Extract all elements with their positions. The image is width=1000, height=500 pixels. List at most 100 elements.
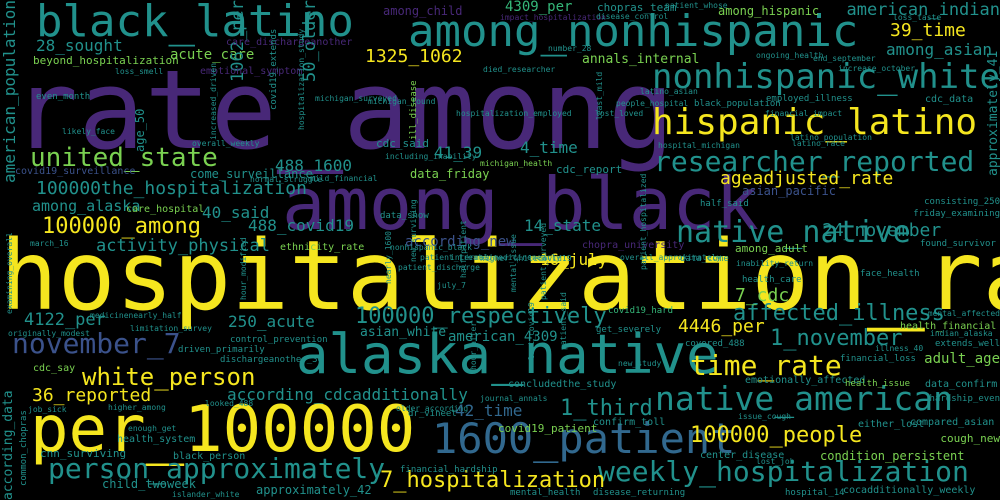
cloud-word: higher_whilecovid19 (480, 254, 572, 263)
cloud-word: ill_disease (409, 80, 419, 140)
cloud-word: dischargeanother_36 (220, 355, 323, 365)
cloud-word: approximately_41 (986, 50, 1000, 176)
cloud-word: higher_among (108, 403, 166, 412)
cloud-word: hospitalization_employed (456, 109, 572, 118)
cloud-word: care_hospital (126, 204, 205, 215)
cloud-word: financial_hardship (400, 465, 498, 475)
cloud-word: concludedthe_study (508, 379, 617, 390)
cloud-word: among_black (282, 162, 759, 246)
cloud-word: people_hospital (616, 99, 689, 108)
cloud-word: native_american (655, 379, 954, 418)
cloud-word: indian_alaska (930, 329, 993, 338)
cloud-word: data_confirm (925, 379, 998, 390)
cloud-word: among_asian (886, 40, 992, 59)
cloud-word: hardship_even (929, 394, 1000, 404)
cloud-word: looked_488 (205, 399, 254, 408)
cloud-word: 16_july (540, 250, 608, 269)
cloud-word: lost_loved (595, 109, 644, 118)
cloud-word: 1600_patient (432, 414, 736, 463)
cloud-word: 1_november (770, 326, 903, 351)
cloud-word: asian_white (360, 325, 447, 340)
cloud-word: mental_affected (927, 309, 1000, 318)
cloud-word: among_hispanic (718, 4, 820, 18)
cloud-word: latino_population (790, 133, 872, 142)
cloud-word: common_chopras (19, 410, 29, 486)
cloud-word: hispanic_latino (652, 102, 978, 143)
cloud-word: financial_impact (765, 109, 843, 118)
cloud-word: loss_smell (115, 67, 164, 76)
cloud-word: american_indian (846, 0, 1000, 20)
cloud-word: mild_financial (310, 174, 378, 183)
cloud-word: patient_hospitalized (639, 173, 648, 270)
cloud-word: dr_vineet (408, 409, 457, 419)
cloud-word: 4446_per (678, 316, 765, 337)
cloud-word: annals_internal (582, 52, 700, 67)
cloud-word: impact_hospitalization (500, 13, 606, 22)
cloud-word: covid19_extends (269, 28, 279, 110)
cloud-word: cough_new (940, 432, 1000, 445)
cloud-word: ongoing_health (756, 51, 824, 60)
cloud-word: data_friday (410, 167, 490, 181)
cloud-word: financial_loss (840, 354, 916, 364)
cloud-word: new_surviving (409, 199, 418, 262)
cloud-word: 24_november (822, 220, 942, 241)
cloud-word: normal_struggle (250, 175, 323, 184)
cloud-word: according_data (1, 390, 16, 500)
cloud-word: inability_return (736, 259, 814, 268)
cloud-word: child_twoweek (102, 477, 196, 491)
cloud-word: american_4309 (448, 329, 558, 345)
cloud-word: march_16 (30, 239, 69, 248)
cloud-word: american_population (0, 0, 19, 184)
cloud-word: driven_primarily (178, 345, 265, 355)
cloud-word: cnn_surviving (40, 447, 127, 460)
cloud-word: originally_modest (8, 329, 90, 338)
cloud-word: november_7 (12, 327, 181, 360)
cloud-word: according_new (405, 234, 515, 250)
cloud-word: extends_well (934, 339, 1000, 349)
cloud-word: black_latino (36, 0, 354, 47)
cloud-word: examining_overall (5, 232, 14, 314)
cloud-word: cdc_say (33, 363, 76, 374)
cloud-word: likely_face (62, 127, 115, 136)
cloud-word: activity_physical (96, 236, 270, 256)
cloud-word: 40_said (202, 203, 270, 222)
cloud-word: internal_medicinenearly (450, 253, 561, 262)
cloud-word: hospitalization_rate (0, 220, 1000, 332)
cloud-word: even_month (36, 92, 91, 102)
cloud-word: hour_modified (239, 237, 248, 300)
cloud-word: covid19_hard (608, 306, 674, 316)
cloud-word: overall_weekly (192, 139, 260, 148)
cloud-word: covid19_patient (498, 422, 598, 435)
cloud-word: weekly_hospitalization (598, 455, 969, 488)
cloud-word: patient_surveyed (539, 222, 548, 300)
cloud-word: new_study (618, 359, 662, 368)
cloud-word: 28_sought (36, 36, 123, 55)
cloud-word: friday_examining (913, 209, 1000, 219)
cloud-word: patient_whose (665, 1, 728, 10)
cloud-word: approximately_42 (256, 483, 372, 497)
cloud-word: native_native (676, 215, 911, 250)
cloud-word: per_100000 (30, 393, 416, 467)
cloud-word: compared_asian (910, 417, 995, 428)
cloud-word: cdc_report (556, 163, 623, 176)
cloud-word: acute_care (170, 47, 255, 63)
cloud-word: 4309_per (505, 0, 573, 15)
cloud-word: condition_persistent (820, 449, 965, 463)
cloud-word: overall_approximately (620, 253, 722, 262)
cloud-word: nonhispanic_white (652, 57, 1000, 97)
cloud-word: person_approximately (48, 452, 386, 485)
cloud-word: patient_said (559, 292, 568, 350)
cloud-word: islander_white (172, 490, 240, 499)
cloud-word: ageadjusted_rate (720, 168, 894, 189)
cloud-word: according_cdcadditionally (227, 385, 468, 404)
cloud-word: july_7 (437, 281, 466, 290)
cloud-word: hospitalization_study (297, 28, 306, 130)
cloud-word: beyond_hospitalization (33, 54, 179, 67)
cloud-word: time_rate (690, 349, 842, 382)
cloud-word: 7_cdc (735, 285, 790, 306)
cloud-word: older_according (396, 404, 469, 413)
cloud-word: patient_discharge (398, 263, 480, 272)
cloud-word: get_severely (596, 325, 662, 335)
cloud-word: 100000the_hospitalization (36, 178, 307, 199)
